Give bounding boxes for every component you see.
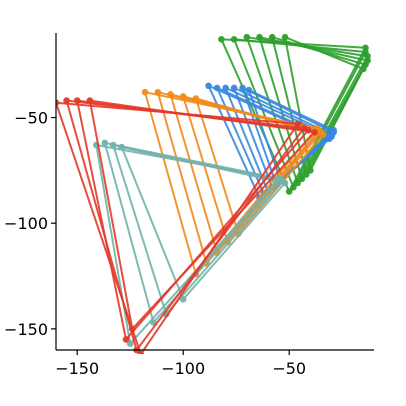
series-2-point-4-0: [192, 95, 200, 102]
series-3-triangle-3: [120, 146, 286, 301]
series-3-point-3-0: [118, 143, 125, 151]
y-tick-label-2: −150: [4, 320, 48, 339]
series-2-point-3-0: [179, 93, 187, 100]
series-4-point-2-0: [73, 97, 81, 104]
series-3-point-3-1: [281, 179, 289, 187]
series-0-point-5-2: [307, 167, 314, 174]
ticks: −150 −100 −50 −50 −100 −150: [4, 109, 306, 378]
series-0-point-2-0: [243, 33, 251, 41]
y-tick-label-0: −50: [14, 109, 48, 128]
series-1-point-5-1: [330, 126, 338, 134]
series-0-point-3-2: [298, 175, 306, 183]
x-tick-label-1: −100: [161, 359, 205, 378]
series-1-point-5-0: [245, 86, 253, 94]
series-0-point-2-2: [294, 179, 302, 187]
series-1-point-0-0: [205, 82, 212, 90]
x-tick-label-2: −50: [272, 359, 306, 378]
series-4-point-3-1: [311, 129, 318, 136]
y-tick-label-1: −100: [4, 214, 48, 233]
series-0-point-4-0: [268, 33, 276, 41]
series-3-point-3-2: [179, 296, 187, 303]
x-tick-label-0: −150: [55, 359, 99, 378]
series-0-point-0-2: [285, 188, 293, 195]
series-4-point-3-0: [86, 97, 94, 104]
series-4-triangle-3: [88, 99, 316, 330]
series-3: [93, 139, 289, 348]
series-0-point-3-0: [256, 33, 263, 41]
series-2-point-1-0: [154, 88, 162, 96]
series-3-triangle-2: [112, 144, 284, 316]
series-1-point-2-0: [222, 84, 229, 92]
series-4-point-0-0: [56, 99, 60, 106]
series-1-point-4-0: [239, 84, 246, 92]
series-1-triangle-5: [247, 89, 335, 182]
series-1-point-1-0: [213, 84, 221, 92]
series-0-point-0-0: [218, 36, 225, 43]
series-0-triangle-5: [284, 36, 365, 172]
axes: [55, 33, 374, 351]
series-2-point-4-1: [319, 131, 327, 138]
series-4-point-1-0: [63, 97, 70, 104]
series-4: [56, 97, 318, 354]
series-2-point-0-0: [141, 88, 149, 96]
series-2-point-2-0: [167, 91, 174, 98]
series-4-point-3-2: [129, 325, 136, 333]
series-0-point-1-0: [230, 36, 238, 43]
series-1-point-3-0: [230, 84, 238, 92]
series-4-point-2-2: [122, 336, 130, 343]
series-3-point-0-2: [126, 340, 134, 348]
series-layer: [56, 33, 371, 354]
series-3-point-1-0: [101, 139, 109, 147]
series-0-point-1-2: [290, 184, 297, 191]
series-0-point-5-1: [360, 65, 367, 73]
series-0-point-4-2: [302, 171, 310, 178]
series-3-point-2-0: [109, 141, 117, 149]
series-0-point-5-0: [281, 33, 289, 41]
series-4-point-0-1: [294, 120, 302, 128]
